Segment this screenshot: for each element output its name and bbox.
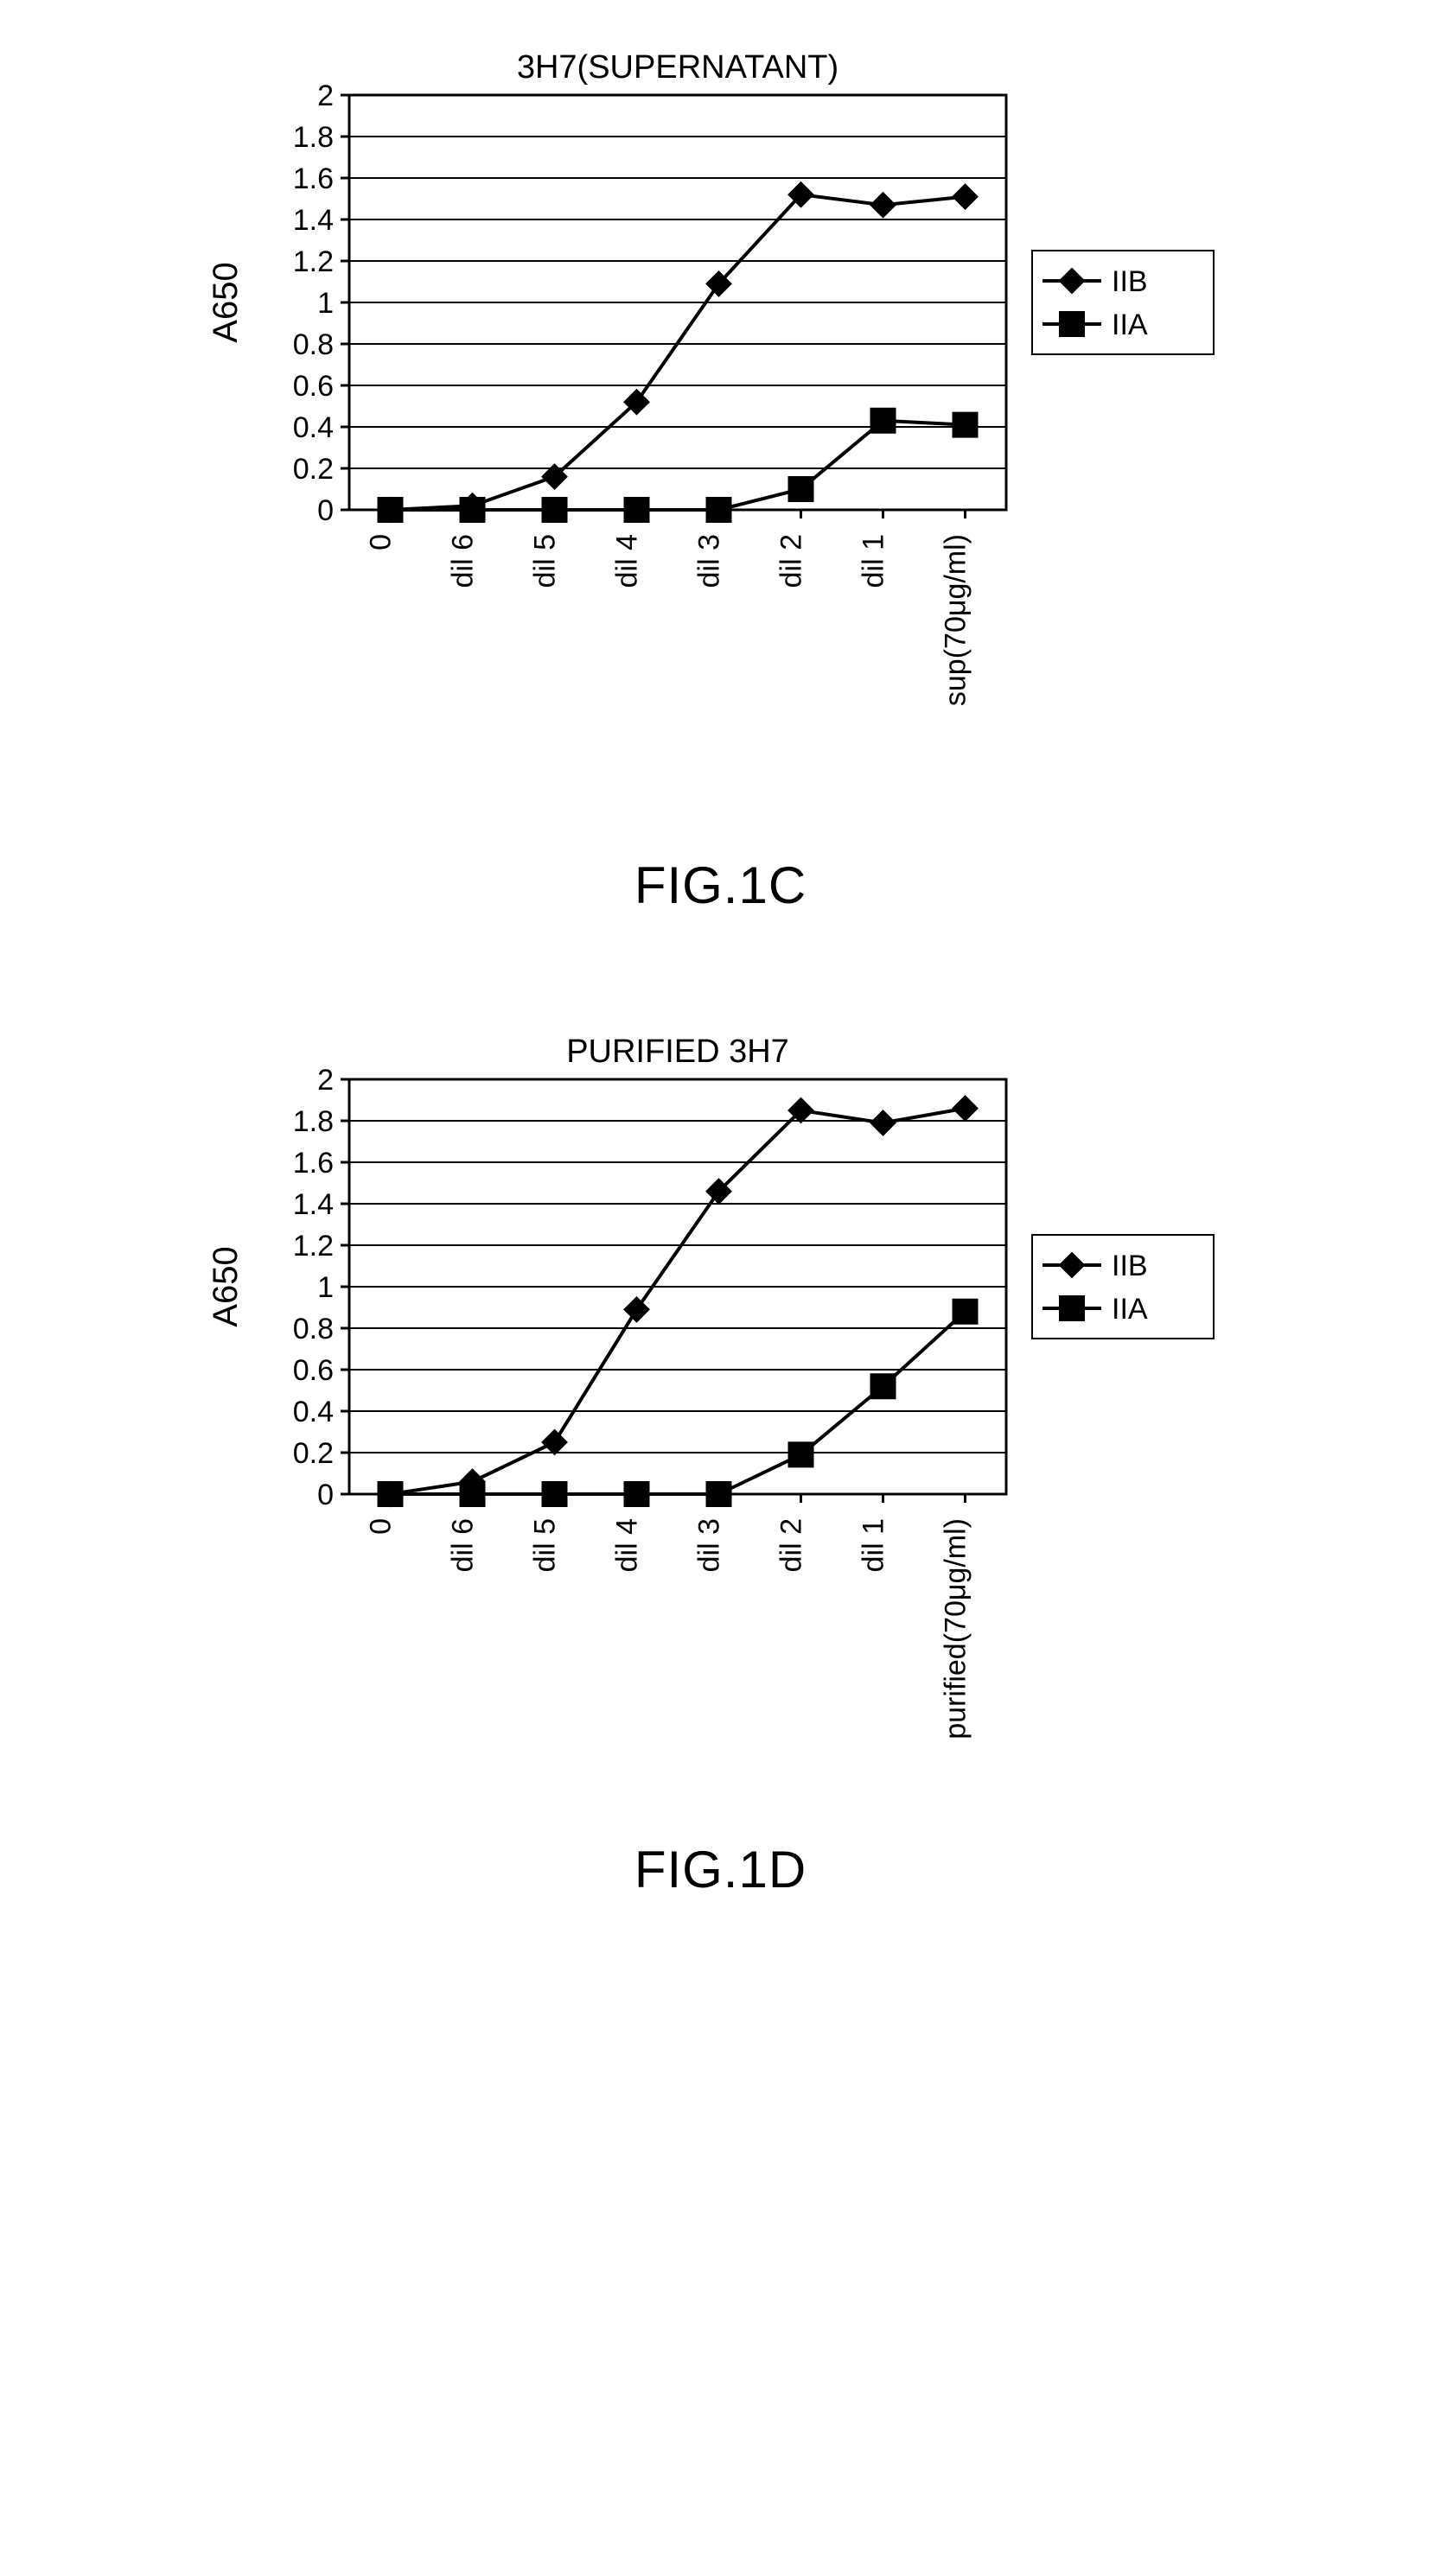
xtick-label: dil 3 — [692, 534, 725, 588]
figure-caption: FIG.1C — [116, 855, 1326, 915]
ytick-label: 2 — [317, 1064, 334, 1097]
marker-IIA — [870, 1374, 895, 1398]
marker-IIA — [706, 1482, 730, 1506]
xtick-label: sup(70μg/ml) — [939, 534, 972, 706]
series-line-IIB — [390, 1109, 965, 1494]
ytick-label: 0.4 — [292, 411, 333, 444]
marker-IIA — [378, 498, 402, 522]
marker-IIA — [870, 409, 895, 433]
xtick-label: purified(70μg/ml) — [939, 1518, 972, 1740]
xtick-label: dil 6 — [446, 534, 479, 588]
chart-title: PURIFIED 3H7 — [566, 1034, 789, 1070]
marker-IIA — [542, 1482, 566, 1506]
marker-IIA — [788, 1442, 813, 1466]
xtick-label: dil 1 — [857, 1518, 889, 1572]
marker-IIB — [953, 1097, 977, 1121]
xtick-label: 0 — [364, 1518, 397, 1535]
legend-label-IIB: IIB — [1112, 265, 1148, 298]
xtick-label: dil 1 — [857, 534, 889, 588]
ytick-label: 1.4 — [292, 204, 333, 237]
marker-IIA — [624, 498, 648, 522]
xtick-label: dil 4 — [610, 534, 643, 588]
xtick-label: 0 — [364, 534, 397, 550]
ytick-label: 1 — [317, 1271, 334, 1304]
ytick-label: 1.4 — [292, 1188, 333, 1221]
y-axis-label: A650 — [207, 262, 245, 342]
legend-label-IIA: IIA — [1112, 1293, 1148, 1326]
ytick-label: 2 — [317, 80, 334, 112]
ytick-label: 1.6 — [292, 162, 333, 195]
legend-marker-IIA — [1060, 312, 1084, 336]
series-line-IIB — [390, 194, 965, 510]
marker-IIB — [870, 193, 895, 217]
marker-IIA — [953, 413, 977, 437]
ytick-label: 1.2 — [292, 1230, 333, 1263]
ytick-label: 0.2 — [292, 1437, 333, 1470]
marker-IIB — [953, 185, 977, 209]
ytick-label: 1.8 — [292, 1105, 333, 1138]
figure-caption: FIG.1D — [116, 1840, 1326, 1899]
ytick-label: 0.8 — [292, 328, 333, 361]
ytick-label: 0.6 — [292, 370, 333, 403]
marker-IIA — [953, 1300, 977, 1324]
marker-IIA — [624, 1482, 648, 1506]
ytick-label: 0 — [317, 1479, 334, 1511]
legend-label-IIB: IIB — [1112, 1250, 1148, 1282]
legend-marker-IIA — [1060, 1296, 1084, 1320]
series-line-IIA — [390, 421, 965, 510]
marker-IIA — [788, 477, 813, 501]
xtick-label: dil 6 — [446, 1518, 479, 1572]
legend-marker-IIB — [1060, 269, 1084, 293]
xtick-label: dil 2 — [775, 1518, 807, 1572]
marker-IIB — [870, 1110, 895, 1135]
chart: PURIFIED 3H7 0 0.2 0.4 0.6 0.8 1 1.2 1.4 1.6 1.8 2 A… — [194, 1019, 1248, 1788]
ytick-label: 0.4 — [292, 1396, 333, 1428]
chart-title: 3H7(SUPERNATANT) — [516, 49, 838, 86]
ytick-label: 1.8 — [292, 121, 333, 154]
legend-marker-IIB — [1060, 1253, 1084, 1277]
ytick-label: 0.6 — [292, 1354, 333, 1387]
figure-panel-fig1d: PURIFIED 3H7 0 0.2 0.4 0.6 0.8 1 1.2 1.4 1.6 1.8 2 A… — [116, 1019, 1326, 1899]
series-line-IIA — [390, 1312, 965, 1494]
marker-IIA — [542, 498, 566, 522]
marker-IIA — [378, 1482, 402, 1506]
ytick-label: 0.2 — [292, 453, 333, 486]
chart: 3H7(SUPERNATANT) 0 0.2 0.4 0.6 0.8 1 1.2 1.4 1.6 1… — [194, 35, 1248, 804]
marker-IIB — [624, 1297, 648, 1321]
ytick-label: 1 — [317, 287, 334, 320]
xtick-label: dil 5 — [528, 1518, 561, 1572]
y-axis-label: A650 — [207, 1246, 245, 1326]
xtick-label: dil 3 — [692, 1518, 725, 1572]
marker-IIA — [460, 1482, 484, 1506]
marker-IIB — [542, 1430, 566, 1454]
marker-IIA — [706, 498, 730, 522]
figure-panel-fig1c: 3H7(SUPERNATANT) 0 0.2 0.4 0.6 0.8 1 1.2 1.4 1.6 1… — [116, 35, 1326, 915]
legend-label-IIA: IIA — [1112, 308, 1148, 341]
ytick-label: 1.6 — [292, 1147, 333, 1180]
xtick-label: dil 5 — [528, 534, 561, 588]
xtick-label: dil 4 — [610, 1518, 643, 1572]
marker-IIA — [460, 498, 484, 522]
xtick-label: dil 2 — [775, 534, 807, 588]
ytick-label: 0 — [317, 494, 334, 527]
ytick-label: 1.2 — [292, 245, 333, 278]
ytick-label: 0.8 — [292, 1313, 333, 1345]
